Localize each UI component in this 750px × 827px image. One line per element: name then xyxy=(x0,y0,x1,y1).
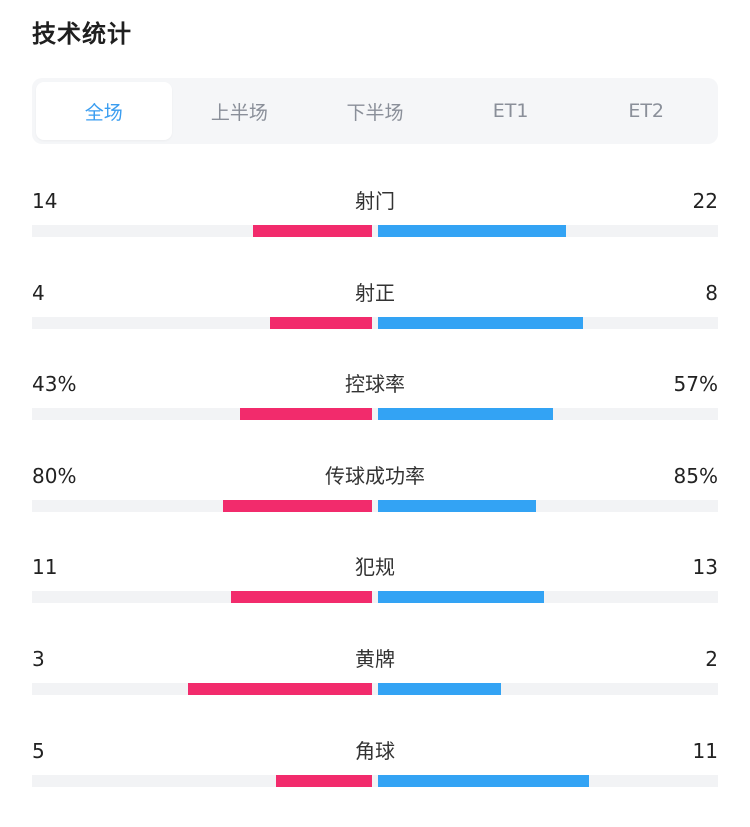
away-bar xyxy=(378,682,501,695)
stat-label: 控球率 xyxy=(345,372,405,397)
stats-list: 14 射门 22 4 射正 8 43% 控球率 57% xyxy=(32,168,718,809)
page-title: 技术统计 xyxy=(32,20,132,48)
away-bar xyxy=(378,499,537,512)
stat-bar-track xyxy=(32,774,718,787)
stat-row-shots: 14 射门 22 xyxy=(32,168,718,260)
tab-first-half[interactable]: 上半场 xyxy=(210,101,268,124)
home-bar xyxy=(275,774,372,787)
stat-bar-track xyxy=(32,316,718,329)
stat-row-yellow-cards: 3 黄牌 2 xyxy=(32,626,718,718)
home-value: 43% xyxy=(32,372,77,397)
stat-label: 黄牌 xyxy=(355,646,395,671)
stat-row-fouls: 11 犯规 13 xyxy=(32,534,718,626)
stat-label: 传球成功率 xyxy=(325,463,425,488)
home-bar xyxy=(187,682,372,695)
home-value: 5 xyxy=(32,738,45,763)
stat-label: 射门 xyxy=(355,189,395,213)
tab-et2[interactable]: ET2 xyxy=(628,100,665,122)
stat-bar-track xyxy=(32,591,718,604)
tab-full-match[interactable]: 全场 xyxy=(36,82,172,140)
away-value: 8 xyxy=(705,280,718,305)
home-bar xyxy=(252,225,372,237)
stat-row-pass-accuracy: 80% 传球成功率 85% xyxy=(32,443,718,535)
stat-row-corners: 5 角球 11 xyxy=(32,718,718,810)
stat-label: 角球 xyxy=(355,738,395,763)
tab-et1[interactable]: ET1 xyxy=(492,100,529,122)
home-bar xyxy=(231,591,372,604)
stat-bar-track xyxy=(32,225,718,237)
away-value: 11 xyxy=(692,738,718,763)
away-value: 57% xyxy=(673,372,718,397)
period-tabs: 全场 上半场 下半场 ET1 ET2 xyxy=(32,78,718,144)
away-bar xyxy=(378,591,545,604)
stat-label: 射正 xyxy=(355,280,395,305)
away-bar xyxy=(378,408,553,421)
home-value: 80% xyxy=(32,463,77,488)
away-bar xyxy=(378,774,589,787)
away-value: 2 xyxy=(705,646,718,671)
stat-bar-track xyxy=(32,682,718,695)
home-value: 11 xyxy=(32,555,58,580)
away-value: 13 xyxy=(692,555,718,580)
stat-label: 犯规 xyxy=(355,555,395,580)
stat-bar-track xyxy=(32,408,718,421)
stat-bar-track xyxy=(32,499,718,512)
home-value: 3 xyxy=(32,646,45,671)
away-bar xyxy=(378,225,566,237)
stat-row-possession: 43% 控球率 57% xyxy=(32,351,718,443)
home-bar xyxy=(269,316,372,329)
stat-row-shots-on-target: 4 射正 8 xyxy=(32,260,718,352)
away-value: 85% xyxy=(673,463,718,488)
home-value: 4 xyxy=(32,280,45,305)
home-bar xyxy=(240,408,372,421)
away-bar xyxy=(378,316,583,329)
home-value: 14 xyxy=(32,189,58,213)
away-value: 22 xyxy=(692,189,718,213)
tab-second-half[interactable]: 下半场 xyxy=(346,101,404,124)
home-bar xyxy=(223,499,372,512)
